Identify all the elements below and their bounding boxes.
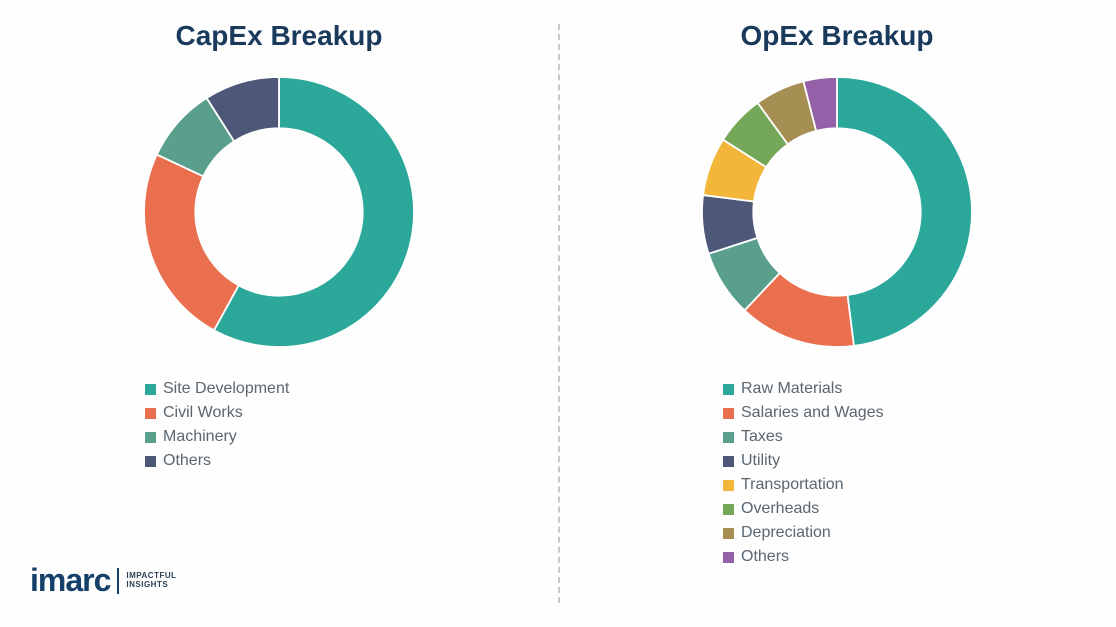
legend-swatch (723, 456, 734, 467)
legend-swatch (145, 408, 156, 419)
opex-title: OpEx Breakup (741, 20, 934, 52)
capex-legend-item: Machinery (145, 428, 289, 446)
capex-legend: Site Development Civil Works Machinery Othe… (145, 380, 289, 470)
opex-legend: Raw Materials Salaries and Wages Taxes Util… (723, 380, 884, 566)
opex-legend-item: Utility (723, 452, 884, 470)
legend-label: Site Development (163, 380, 289, 398)
capex-legend-item: Site Development (145, 380, 289, 398)
vertical-divider (558, 24, 560, 603)
legend-label: Utility (741, 452, 780, 470)
capex-legend-item: Others (145, 452, 289, 470)
opex-legend-item: Salaries and Wages (723, 404, 884, 422)
brand-logo: imarc IMPACTFUL INSIGHTS (30, 562, 177, 599)
opex-panel: OpEx Breakup Raw Materials Salaries and W… (558, 0, 1116, 627)
legend-swatch (145, 456, 156, 467)
opex-donut-wrap (687, 62, 987, 362)
legend-swatch (723, 528, 734, 539)
opex-legend-item: Depreciation (723, 524, 884, 542)
legend-label: Taxes (741, 428, 783, 446)
opex-donut-chart (687, 62, 987, 362)
capex-legend-item: Civil Works (145, 404, 289, 422)
legend-label: Others (741, 548, 789, 566)
legend-label: Raw Materials (741, 380, 842, 398)
legend-label: Machinery (163, 428, 237, 446)
legend-swatch (723, 432, 734, 443)
opex-slice (837, 77, 972, 346)
capex-title: CapEx Breakup (176, 20, 383, 52)
opex-legend-item: Taxes (723, 428, 884, 446)
logo-tagline: IMPACTFUL INSIGHTS (126, 572, 176, 590)
legend-label: Overheads (741, 500, 819, 518)
legend-label: Transportation (741, 476, 844, 494)
logo-divider (117, 568, 119, 594)
legend-label: Depreciation (741, 524, 831, 542)
legend-swatch (723, 480, 734, 491)
legend-swatch (723, 408, 734, 419)
logo-text: imarc (30, 562, 110, 599)
opex-legend-item: Overheads (723, 500, 884, 518)
capex-donut-chart (129, 62, 429, 362)
opex-legend-item: Raw Materials (723, 380, 884, 398)
capex-slice (144, 155, 239, 331)
opex-legend-item: Transportation (723, 476, 884, 494)
capex-panel: CapEx Breakup Site Development Civil Work… (0, 0, 558, 627)
legend-swatch (723, 504, 734, 515)
opex-legend-item: Others (723, 548, 884, 566)
legend-swatch (723, 384, 734, 395)
legend-swatch (723, 552, 734, 563)
legend-label: Civil Works (163, 404, 243, 422)
capex-donut-wrap (129, 62, 429, 362)
legend-label: Salaries and Wages (741, 404, 884, 422)
legend-swatch (145, 384, 156, 395)
legend-swatch (145, 432, 156, 443)
legend-label: Others (163, 452, 211, 470)
